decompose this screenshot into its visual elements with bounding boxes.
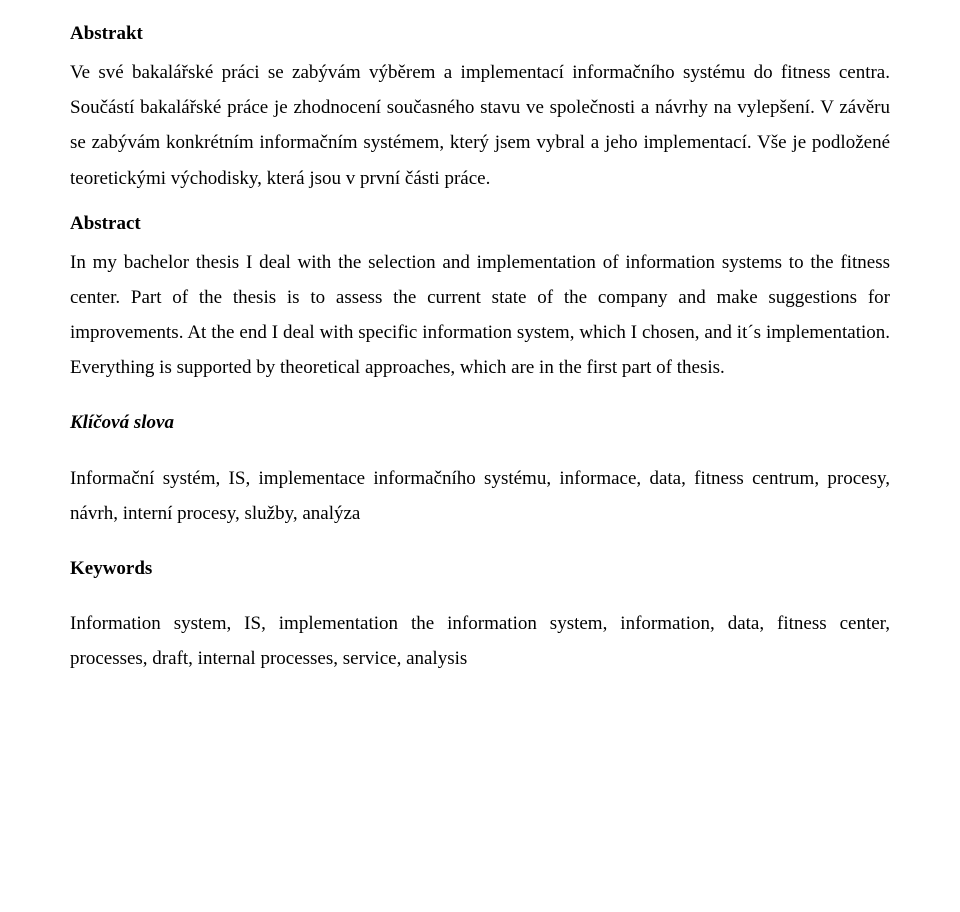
abstract-body: In my bachelor thesis I deal with the se… <box>70 245 890 386</box>
abstrakt-body: Ve své bakalářské práci se zabývám výběr… <box>70 55 890 196</box>
abstrakt-heading: Abstrakt <box>70 16 890 51</box>
abstract-heading: Abstract <box>70 206 890 241</box>
klicova-slova-heading: Klíčová slova <box>70 405 890 440</box>
keywords-body: Information system, IS, implementation t… <box>70 606 890 676</box>
document-page: Abstrakt Ve své bakalářské práci se zabý… <box>0 0 960 912</box>
keywords-heading: Keywords <box>70 551 890 586</box>
klicova-slova-body: Informační systém, IS, implementace info… <box>70 461 890 531</box>
